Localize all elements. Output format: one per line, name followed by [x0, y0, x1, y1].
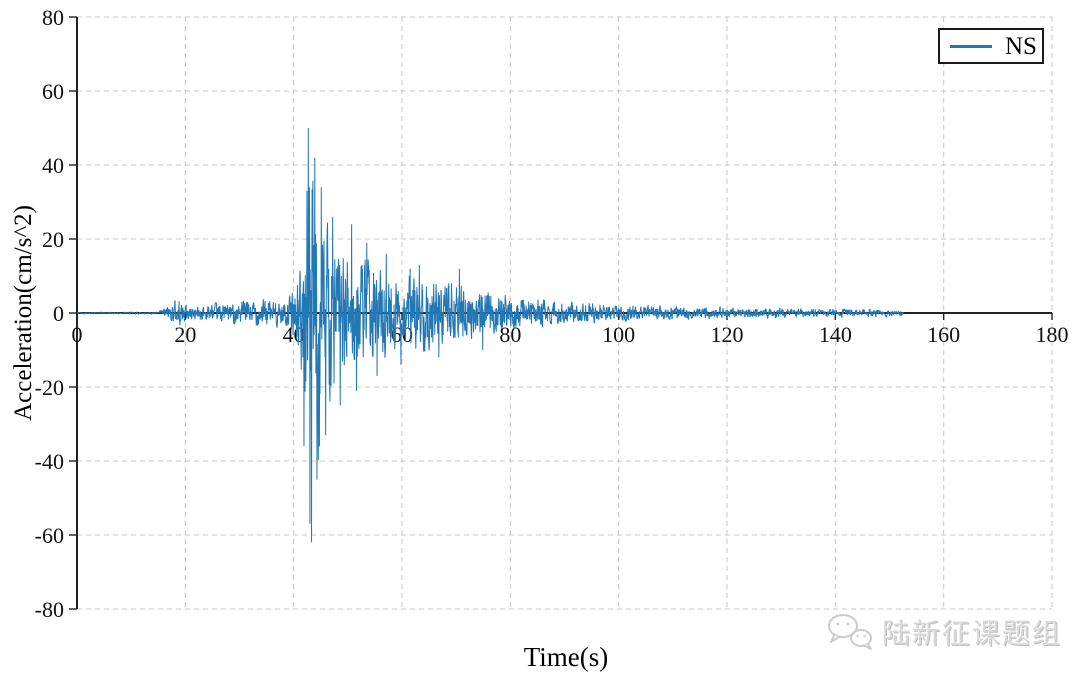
y-axis-title: Acceleration(cm/s^2) — [10, 205, 37, 421]
x-tick-label: 180 — [1036, 322, 1069, 347]
x-tick-label: 100 — [602, 322, 635, 347]
x-axis-title: Time(s) — [523, 642, 609, 672]
y-tick-label: -60 — [35, 523, 64, 548]
watermark: 陆新征课题组 — [826, 612, 1062, 652]
x-tick-label: 0 — [72, 322, 83, 347]
wechat-icon — [828, 614, 872, 650]
x-tick-label: 60 — [391, 322, 413, 347]
y-tick-label: -40 — [35, 449, 64, 474]
x-tick-label: 80 — [499, 322, 521, 347]
legend-label-ns: NS — [1005, 32, 1037, 60]
x-tick-label: 20 — [174, 322, 196, 347]
watermark-text: 陆新征课题组 — [882, 618, 1063, 649]
y-tick-label: 40 — [42, 153, 64, 178]
legend-line-sample-ns — [950, 44, 992, 48]
gridlines — [77, 16, 1053, 610]
x-tick-label: 160 — [927, 322, 960, 347]
legend: NS — [938, 28, 1044, 64]
y-tick-label: 20 — [42, 227, 64, 252]
y-tick-label: -20 — [35, 375, 64, 400]
x-tick-label: 140 — [819, 322, 852, 347]
y-tick-label: -80 — [35, 597, 64, 622]
x-tick-label: 120 — [711, 322, 744, 347]
y-tick-label: 0 — [53, 301, 64, 326]
tick-labels: 0 20 40 60 80 100 120 140 160 180806040200-20-40-… — [35, 5, 1069, 622]
waveform-ns — [76, 127, 904, 543]
y-tick-label: 80 — [42, 5, 64, 30]
y-tick-label: 60 — [42, 79, 64, 104]
